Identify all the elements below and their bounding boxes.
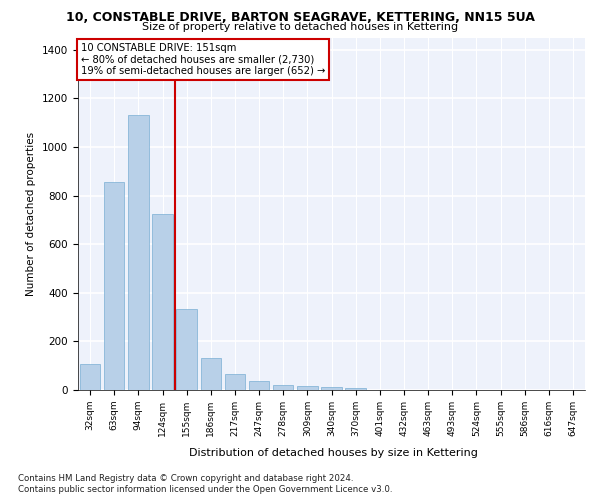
Text: Distribution of detached houses by size in Kettering: Distribution of detached houses by size … (188, 448, 478, 458)
Bar (297, 386, 317, 390)
Bar (346, 388, 366, 390)
Bar (273, 385, 293, 390)
Text: Contains public sector information licensed under the Open Government Licence v3: Contains public sector information licen… (18, 485, 392, 494)
Text: Size of property relative to detached houses in Kettering: Size of property relative to detached ho… (142, 22, 458, 32)
Bar (80, 364, 100, 390)
Bar (224, 374, 245, 390)
Text: 10, CONSTABLE DRIVE, BARTON SEAGRAVE, KETTERING, NN15 5UA: 10, CONSTABLE DRIVE, BARTON SEAGRAVE, KE… (65, 11, 535, 24)
Text: Contains HM Land Registry data © Crown copyright and database right 2024.: Contains HM Land Registry data © Crown c… (18, 474, 353, 483)
Y-axis label: Number of detached properties: Number of detached properties (26, 132, 37, 296)
Bar (152, 214, 173, 390)
Text: 10 CONSTABLE DRIVE: 151sqm
← 80% of detached houses are smaller (2,730)
19% of s: 10 CONSTABLE DRIVE: 151sqm ← 80% of deta… (80, 43, 325, 76)
Bar (249, 382, 269, 390)
Bar (128, 116, 149, 390)
Bar (321, 387, 342, 390)
Bar (176, 308, 197, 390)
Bar (200, 358, 221, 390)
Bar (104, 182, 124, 390)
